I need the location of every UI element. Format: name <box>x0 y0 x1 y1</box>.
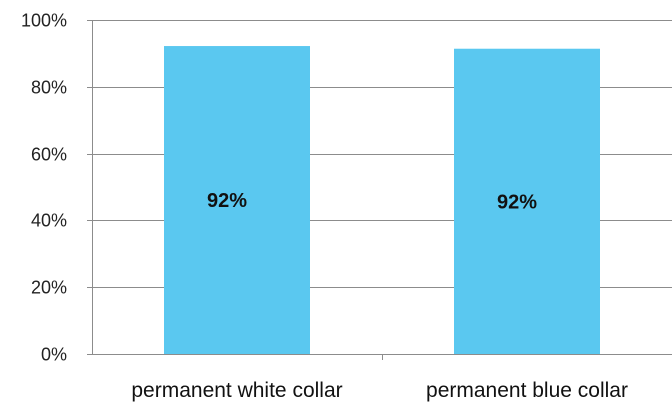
data-label: 92% <box>497 191 537 213</box>
axes <box>87 20 672 360</box>
data-label: 92% <box>207 190 247 212</box>
y-tick-label: 40% <box>31 211 67 231</box>
y-tick-label: 0% <box>41 345 67 365</box>
y-tick-label: 80% <box>31 78 67 98</box>
y-tick-label: 100% <box>21 11 67 31</box>
bar-1 <box>454 48 600 354</box>
x-category-label: permanent white collar <box>131 379 342 402</box>
y-tick-label: 60% <box>31 145 67 165</box>
bars <box>164 46 600 354</box>
y-tick-label: 20% <box>31 278 67 298</box>
labels: 0% 20% 40% 60% 80% 100% 92% permanent white col… <box>21 11 628 403</box>
x-category-label: permanent blue collar <box>426 379 628 402</box>
bar-0 <box>164 46 310 354</box>
